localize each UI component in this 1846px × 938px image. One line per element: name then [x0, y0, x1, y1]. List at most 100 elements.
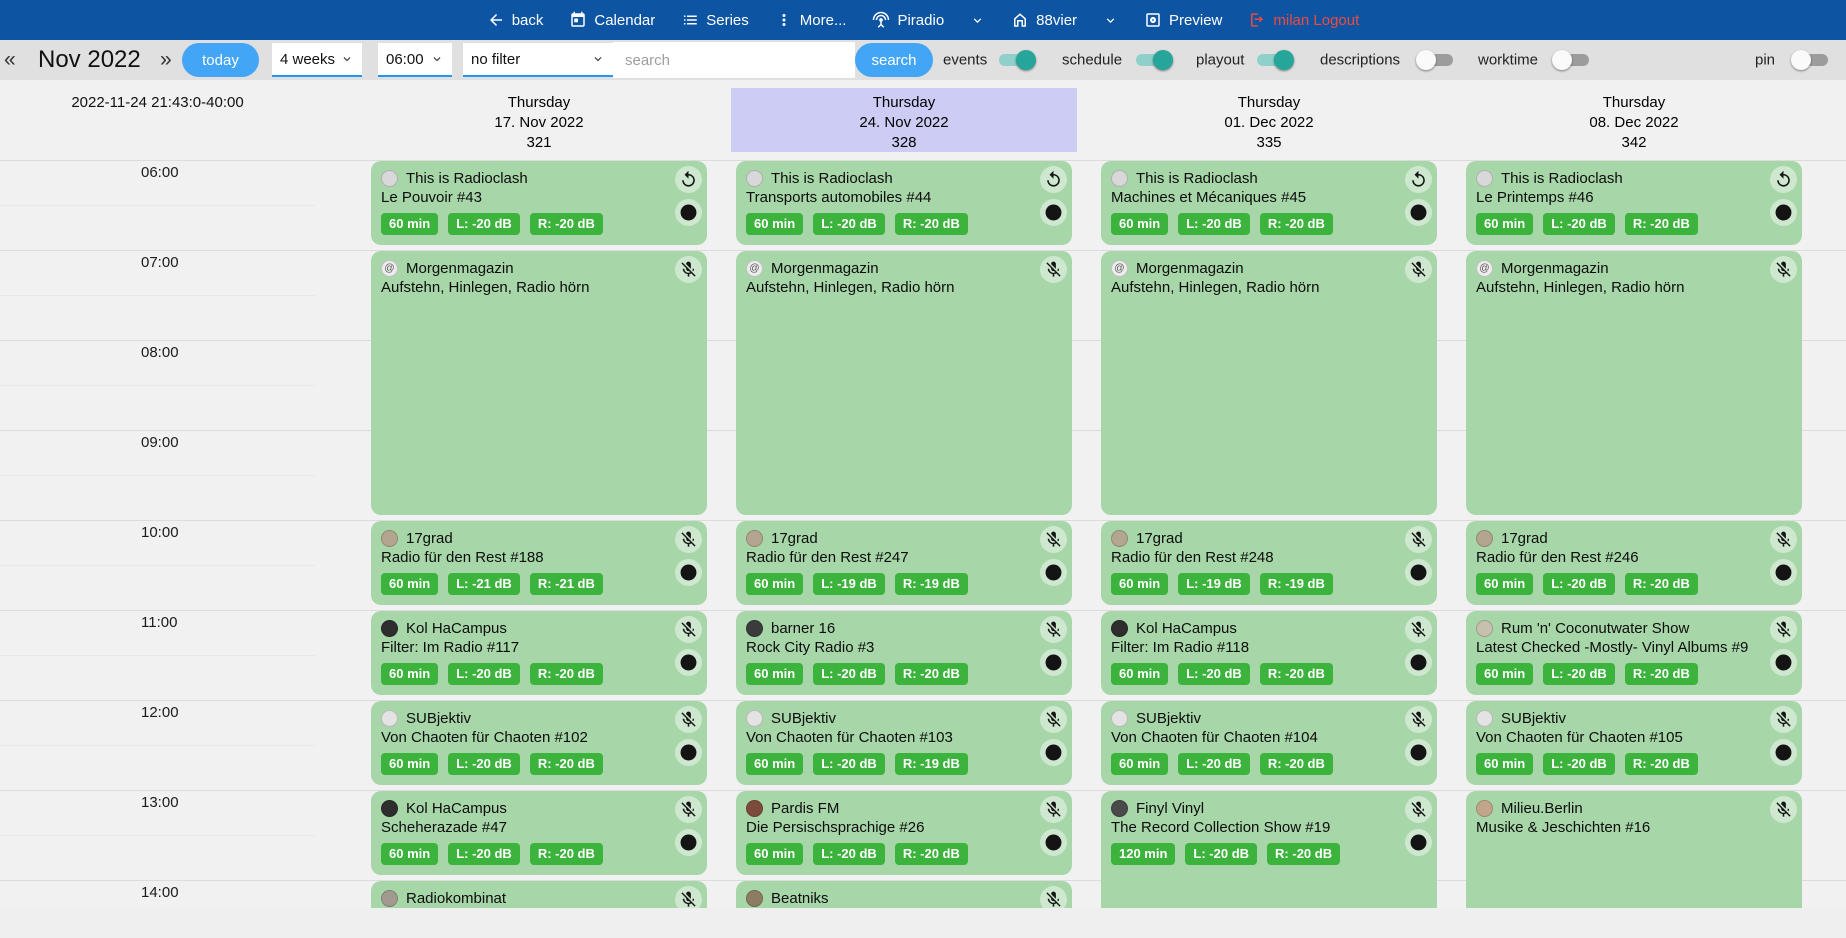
play-button[interactable]: [1405, 559, 1432, 586]
88vier-dropdown-chevron[interactable]: [1103, 13, 1118, 28]
mic-off-icon[interactable]: [1770, 616, 1797, 643]
play-button[interactable]: [675, 829, 702, 856]
prev-period-button[interactable]: «: [4, 48, 16, 71]
logout-button[interactable]: milan Logout: [1248, 11, 1359, 29]
event-card[interactable]: Beatniks: [736, 881, 1072, 908]
play-button[interactable]: [1405, 199, 1432, 226]
mic-off-icon[interactable]: [1040, 886, 1067, 908]
mic-off-icon[interactable]: [1040, 796, 1067, 823]
event-card[interactable]: 17grad Radio für den Rest #188 60 min L: -2…: [371, 521, 707, 605]
half-hour-gridline: [0, 745, 315, 746]
toggle-events[interactable]: [996, 49, 1036, 71]
mic-off-icon[interactable]: [675, 886, 702, 908]
mic-off-icon[interactable]: [675, 526, 702, 553]
mic-off-icon[interactable]: [1040, 526, 1067, 553]
event-card[interactable]: 17grad Radio für den Rest #246 60 min L: -2…: [1466, 521, 1802, 605]
event-card[interactable]: @ Morgenmagazin Aufstehn, Hinlegen, Radio …: [371, 251, 707, 515]
replay-icon[interactable]: [675, 166, 702, 193]
event-card[interactable]: This is Radioclash Machines et Mécaniques…: [1101, 161, 1437, 245]
toggle-pin[interactable]: [1791, 49, 1831, 71]
range-select[interactable]: 4 weeks: [272, 43, 362, 77]
toggle-playout[interactable]: [1254, 49, 1294, 71]
play-button[interactable]: [675, 559, 702, 586]
event-card[interactable]: Kol HaCampus Scheherazade #47 60 min L: -20…: [371, 791, 707, 875]
episode-title: Filter: Im Radio #117: [381, 639, 520, 656]
event-card[interactable]: Pardis FM Die Persischsprachige #26 60 min…: [736, 791, 1072, 875]
mic-off-icon[interactable]: [675, 796, 702, 823]
event-card[interactable]: Kol HaCampus Filter: Im Radio #117 60 min L…: [371, 611, 707, 695]
play-button[interactable]: [1770, 739, 1797, 766]
event-card[interactable]: SUBjektiv Von Chaoten für Chaoten #102 60 …: [371, 701, 707, 785]
play-button[interactable]: [675, 649, 702, 676]
play-button[interactable]: [1040, 649, 1067, 676]
event-card[interactable]: SUBjektiv Von Chaoten für Chaoten #105 60 …: [1466, 701, 1802, 785]
play-button[interactable]: [1040, 829, 1067, 856]
nav-series[interactable]: Series: [681, 11, 749, 29]
toggle-worktime[interactable]: [1552, 49, 1592, 71]
next-period-button[interactable]: »: [160, 48, 172, 71]
nav-station-88vier[interactable]: 88vier: [1011, 11, 1077, 29]
mic-off-icon[interactable]: [1405, 616, 1432, 643]
play-button[interactable]: [1405, 829, 1432, 856]
search-input[interactable]: [613, 42, 855, 78]
mic-off-icon[interactable]: [1770, 796, 1797, 823]
event-card[interactable]: 17grad Radio für den Rest #247 60 min L: -1…: [736, 521, 1072, 605]
nav-station-piradio[interactable]: Piradio: [872, 11, 944, 29]
mic-off-icon[interactable]: [1040, 616, 1067, 643]
event-card[interactable]: @ Morgenmagazin Aufstehn, Hinlegen, Radio …: [736, 251, 1072, 515]
nav-calendar[interactable]: Calendar: [569, 11, 655, 29]
event-card[interactable]: Rum 'n' Coconutwater Show Latest Checked …: [1466, 611, 1802, 695]
replay-icon[interactable]: [1040, 166, 1067, 193]
mic-off-icon[interactable]: [1405, 526, 1432, 553]
event-card[interactable]: barner 16 Rock City Radio #3 60 min L: -20 …: [736, 611, 1072, 695]
play-button[interactable]: [1040, 559, 1067, 586]
play-button[interactable]: [1040, 739, 1067, 766]
start-time-select[interactable]: 06:00: [378, 43, 452, 77]
badge-row: 60 min L: -20 dB R: -20 dB: [381, 753, 697, 775]
search-button[interactable]: search: [855, 43, 933, 77]
play-button[interactable]: [1770, 649, 1797, 676]
event-card[interactable]: Radiokombinat: [371, 881, 707, 908]
mic-off-icon[interactable]: [1770, 706, 1797, 733]
event-card[interactable]: 17grad Radio für den Rest #248 60 min L: -1…: [1101, 521, 1437, 605]
nav-more[interactable]: More...: [775, 11, 846, 29]
event-card[interactable]: Milieu.Berlin Musike & Jeschichten #16: [1466, 791, 1802, 908]
piradio-dropdown-chevron[interactable]: [970, 13, 985, 28]
replay-icon[interactable]: [1405, 166, 1432, 193]
hour-label: 14:00: [141, 884, 179, 901]
event-card[interactable]: Finyl Vinyl The Record Collection Show #1…: [1101, 791, 1437, 908]
event-card[interactable]: SUBjektiv Von Chaoten für Chaoten #104 60 …: [1101, 701, 1437, 785]
toggle-schedule[interactable]: [1133, 49, 1173, 71]
play-button[interactable]: [1770, 199, 1797, 226]
mic-off-icon[interactable]: [1405, 706, 1432, 733]
mic-off-icon[interactable]: [1405, 256, 1432, 283]
today-button[interactable]: today: [182, 43, 259, 77]
play-button[interactable]: [1040, 199, 1067, 226]
event-card[interactable]: SUBjektiv Von Chaoten für Chaoten #103 60 …: [736, 701, 1072, 785]
play-button[interactable]: [1770, 559, 1797, 586]
event-card[interactable]: This is Radioclash Le Pouvoir #43 60 min L:…: [371, 161, 707, 245]
event-card[interactable]: Kol HaCampus Filter: Im Radio #118 60 min L…: [1101, 611, 1437, 695]
play-button[interactable]: [675, 199, 702, 226]
mic-off-icon[interactable]: [1405, 796, 1432, 823]
mic-off-icon[interactable]: [1040, 706, 1067, 733]
play-button[interactable]: [1405, 649, 1432, 676]
filter-select[interactable]: no filter: [463, 43, 613, 77]
mic-off-icon[interactable]: [675, 616, 702, 643]
event-card[interactable]: This is Radioclash Transports automobiles…: [736, 161, 1072, 245]
event-card[interactable]: This is Radioclash Le Printemps #46 60 min…: [1466, 161, 1802, 245]
play-button[interactable]: [675, 739, 702, 766]
mic-off-icon[interactable]: [1770, 526, 1797, 553]
play-button[interactable]: [1405, 739, 1432, 766]
back-button[interactable]: back: [487, 11, 543, 29]
mic-off-icon[interactable]: [675, 706, 702, 733]
toggle-descriptions[interactable]: [1416, 49, 1456, 71]
mic-off-icon[interactable]: [1770, 256, 1797, 283]
event-card[interactable]: @ Morgenmagazin Aufstehn, Hinlegen, Radio …: [1466, 251, 1802, 515]
mic-off-icon[interactable]: [1040, 256, 1067, 283]
episode-title: Die Persischsprachige #26: [746, 819, 925, 836]
event-card[interactable]: @ Morgenmagazin Aufstehn, Hinlegen, Radio …: [1101, 251, 1437, 515]
mic-off-icon[interactable]: [675, 256, 702, 283]
replay-icon[interactable]: [1770, 166, 1797, 193]
nav-preview[interactable]: Preview: [1144, 11, 1222, 29]
